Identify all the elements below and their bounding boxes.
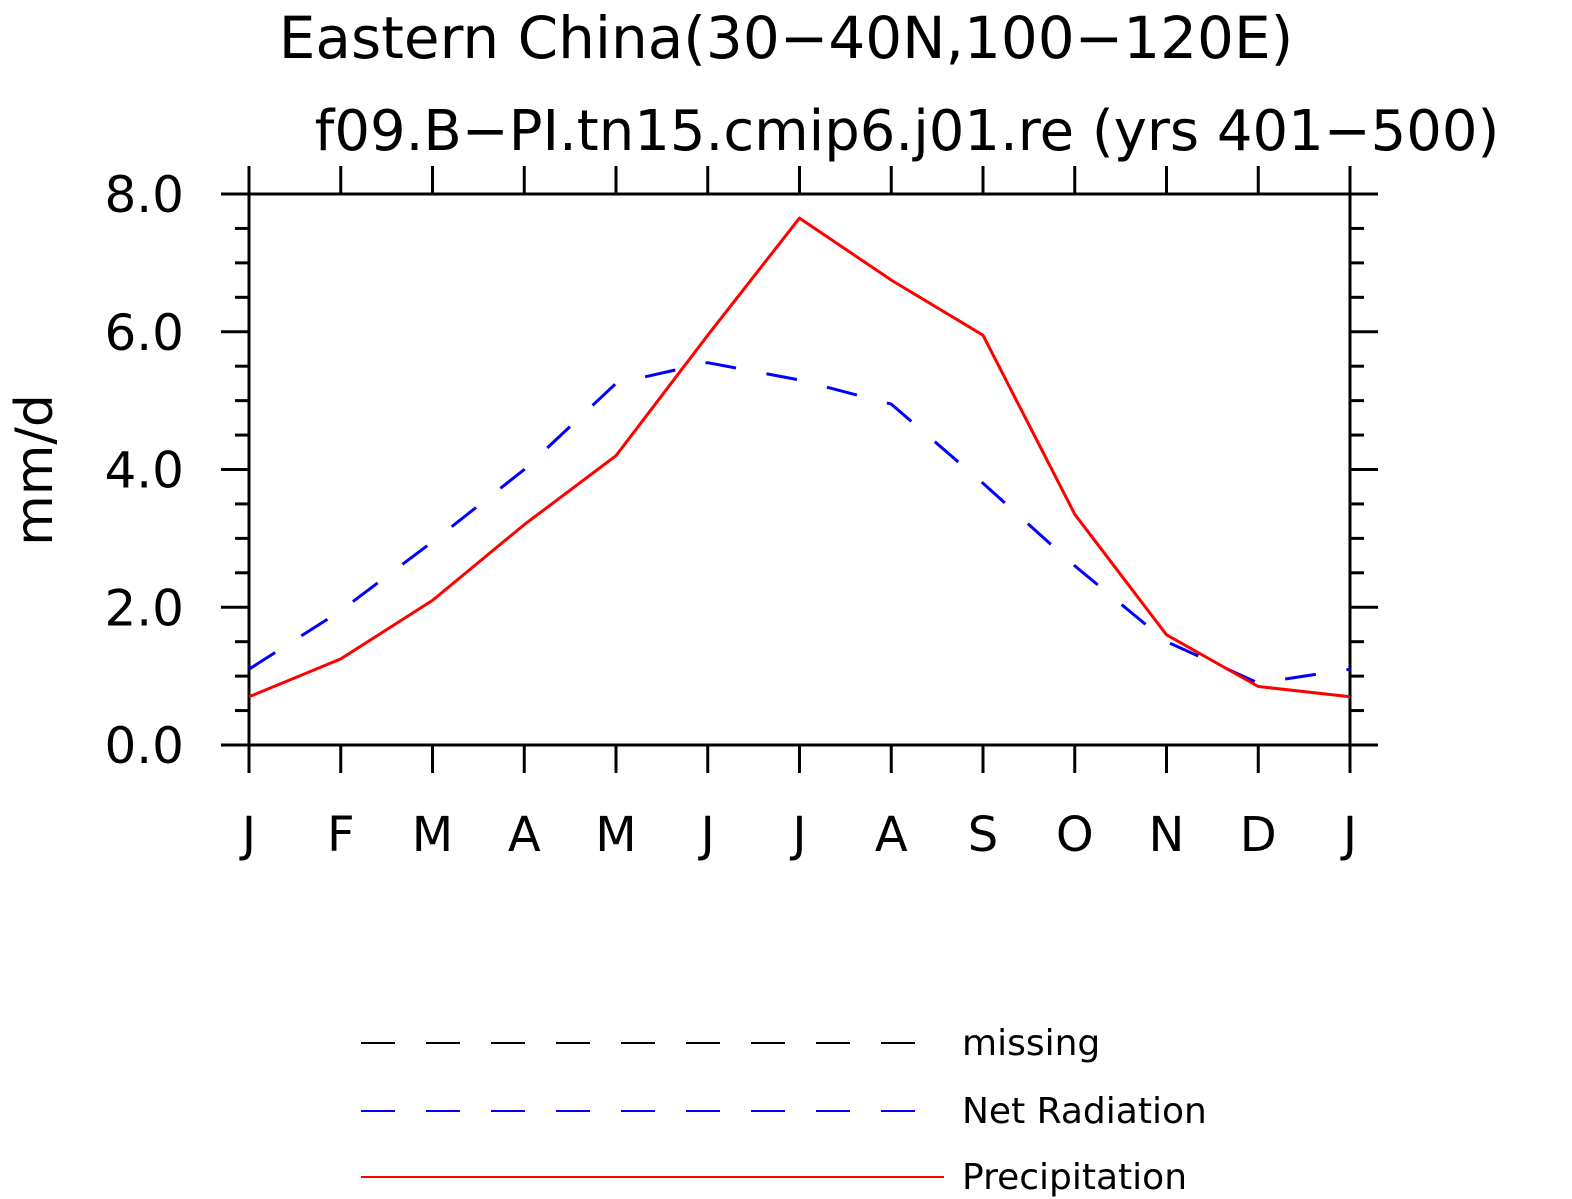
series-line-net-radiation — [248, 361, 1351, 685]
chart-subtitle: f09.B−PI.tn15.cmip6.j01.re (yrs 401−500) — [315, 99, 1500, 164]
x-tick-label: J — [698, 807, 715, 863]
x-tick-label: A — [508, 807, 541, 863]
chart-title: Eastern China(30−40N,100−120E) — [279, 4, 1293, 72]
x-tick-label: N — [1149, 807, 1185, 863]
x-tick-label: D — [1240, 807, 1277, 863]
y-tick-label: 8.0 — [104, 166, 184, 224]
y-tick-label: 6.0 — [104, 304, 184, 362]
x-tick-label: S — [968, 807, 998, 863]
legend-label: Precipitation — [962, 1157, 1187, 1198]
x-tick-label: J — [239, 807, 256, 863]
plot-axes: 0.02.04.06.08.0J F M A M J J A S O N D J — [104, 166, 1378, 863]
legend: missing Net Radiation Precipitation — [361, 1023, 1207, 1198]
y-tick-label: 4.0 — [104, 442, 184, 500]
y-tick-label: 0.0 — [104, 717, 184, 775]
plot-frame — [247, 192, 1352, 747]
legend-label: missing — [962, 1023, 1100, 1064]
x-tick-label: J — [1340, 807, 1357, 863]
x-tick-label: F — [327, 807, 355, 863]
y-tick-label: 2.0 — [104, 579, 184, 637]
series-layer — [248, 216, 1351, 699]
x-tick-label: O — [1056, 807, 1094, 863]
x-tick-label: J — [789, 807, 806, 863]
legend-label: Net Radiation — [962, 1091, 1207, 1132]
x-tick-label: M — [412, 807, 453, 863]
x-tick-label: M — [595, 807, 636, 863]
y-axis-label: mm/d — [5, 394, 65, 546]
series-line-precipitation — [248, 216, 1351, 699]
x-tick-label: A — [875, 807, 908, 863]
